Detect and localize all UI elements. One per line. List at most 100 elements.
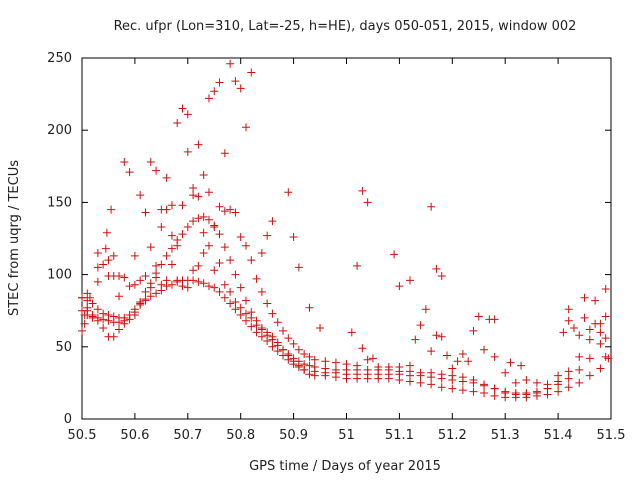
data-point <box>532 378 541 387</box>
data-point <box>353 361 362 370</box>
data-point <box>194 192 203 201</box>
x-tick: 50.5 <box>68 58 97 443</box>
data-point <box>146 157 155 166</box>
y-tick-label: 0 <box>64 412 72 427</box>
data-point <box>93 263 102 272</box>
data-point <box>294 263 303 272</box>
data-point <box>490 384 499 393</box>
data-point <box>231 208 240 217</box>
data-point <box>501 368 510 377</box>
data-point <box>268 309 277 318</box>
data-point <box>93 277 102 286</box>
data-point <box>167 231 176 240</box>
data-point <box>141 208 150 217</box>
data-point <box>125 168 134 177</box>
data-point <box>585 335 594 344</box>
data-point <box>88 311 97 320</box>
data-point <box>210 283 219 292</box>
data-point <box>178 104 187 113</box>
data-point <box>93 305 102 314</box>
data-point <box>247 256 256 265</box>
data-point <box>220 243 229 252</box>
x-tick: 50.6 <box>120 58 149 443</box>
data-point <box>580 293 589 302</box>
data-point <box>554 371 563 380</box>
data-point <box>353 261 362 270</box>
data-point <box>501 389 510 398</box>
data-point <box>511 390 520 399</box>
data-point <box>257 287 266 296</box>
data-point <box>585 371 594 380</box>
data-point <box>120 313 129 322</box>
data-point <box>199 212 208 221</box>
x-tick: 50.8 <box>226 58 255 443</box>
x-tick-label: 50.5 <box>68 428 97 443</box>
data-point <box>204 282 213 291</box>
data-point <box>120 273 129 282</box>
data-point <box>215 259 224 268</box>
data-point <box>596 339 605 348</box>
data-point <box>204 188 213 197</box>
data-point <box>199 279 208 288</box>
y-tick-label: 100 <box>47 268 72 283</box>
data-point <box>522 376 531 385</box>
data-point <box>305 352 314 361</box>
data-point <box>173 118 182 127</box>
data-point <box>102 228 111 237</box>
x-tick-label: 51.2 <box>438 428 467 443</box>
data-point <box>474 312 483 321</box>
data-point <box>157 222 166 231</box>
data-point <box>88 299 97 308</box>
data-point <box>83 296 92 305</box>
data-point <box>564 383 573 392</box>
data-point <box>284 334 293 343</box>
data-point <box>236 311 245 320</box>
data-point <box>104 311 113 320</box>
data-point <box>78 293 86 302</box>
data-point <box>167 201 176 210</box>
x-tick: 51 <box>338 58 355 443</box>
data-point <box>183 147 192 156</box>
data-point <box>236 84 245 93</box>
data-point <box>331 358 340 367</box>
data-point <box>395 282 404 291</box>
y-tick-label: 200 <box>47 123 72 138</box>
data-point <box>226 205 235 214</box>
data-point <box>289 339 298 348</box>
data-point <box>226 299 235 308</box>
x-tick-label: 51.4 <box>544 428 573 443</box>
data-point <box>189 276 198 285</box>
data-point <box>358 344 367 353</box>
data-point <box>263 331 272 340</box>
x-tick: 51.4 <box>544 58 573 443</box>
data-point <box>152 289 161 298</box>
data-point <box>405 361 414 370</box>
data-point <box>231 77 240 86</box>
data-point <box>279 326 288 335</box>
data-point <box>231 298 240 307</box>
data-point <box>458 386 467 395</box>
y-tick: 0 <box>64 412 611 427</box>
data-point <box>575 352 584 361</box>
data-point <box>511 378 520 387</box>
data-point <box>247 308 256 317</box>
data-point <box>305 370 314 379</box>
data-point <box>554 387 563 396</box>
data-point <box>83 306 92 315</box>
data-point <box>99 260 108 269</box>
data-point <box>273 341 282 350</box>
x-tick-label: 51 <box>338 428 355 443</box>
data-point <box>480 389 489 398</box>
data-point <box>300 350 309 359</box>
data-point <box>273 318 282 327</box>
x-tick-label: 50.8 <box>226 428 255 443</box>
data-point <box>78 326 86 335</box>
data-point <box>458 373 467 382</box>
x-tick: 51.2 <box>438 58 467 443</box>
data-point <box>178 201 187 210</box>
data-point <box>194 261 203 270</box>
data-point <box>469 326 478 335</box>
x-tick-label: 50.7 <box>173 428 202 443</box>
data-point <box>146 243 155 252</box>
data-point <box>268 335 277 344</box>
